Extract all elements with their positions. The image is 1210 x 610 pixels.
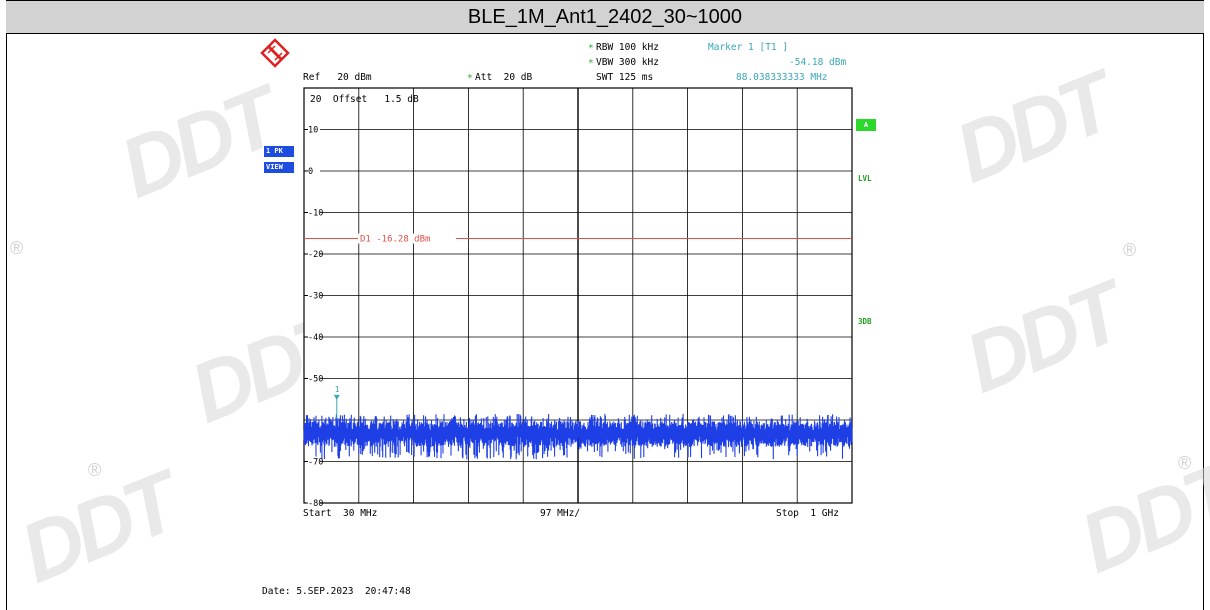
marker-level: -54.18 dBm <box>789 57 847 68</box>
y-tick-label: -40 <box>308 333 323 343</box>
trace-view-indicator: VIEW <box>264 162 294 173</box>
y-tick-label-bg <box>306 332 320 341</box>
y-tick-label: -30 <box>308 292 323 302</box>
sweep-time: SWT 125 ms <box>596 72 654 83</box>
title-bar: BLE_1M_Ant1_2402_30~1000 <box>6 1 1204 34</box>
table-top-border <box>6 0 1204 1</box>
y-tick-label-bg <box>306 249 320 258</box>
y-tick-label: -10 <box>308 209 323 219</box>
capture-date: Date: 5.SEP.2023 20:47:48 <box>262 586 411 597</box>
watermark-registered-mark: ® <box>10 238 24 258</box>
watermark-registered-mark: ® <box>88 460 102 480</box>
y-tick-label-bg <box>306 456 320 466</box>
y-tick-label-bg <box>306 166 320 175</box>
y-tick-label: -70 <box>308 458 323 468</box>
y-tick-label-bg <box>306 124 320 134</box>
attenuation: Att 20 dB <box>475 72 533 83</box>
watermark-registered-mark: ® <box>1123 240 1137 260</box>
page-title: BLE_1M_Ant1_2402_30~1000 <box>467 6 743 28</box>
y-tick-label-bg <box>306 498 320 507</box>
y-tick-label: -80 <box>308 499 323 509</box>
span-per-division: 97 MHz/ <box>540 508 581 519</box>
rbw-setting: RBW 100 kHz <box>596 42 659 53</box>
table-right-border <box>1203 0 1204 610</box>
watermark-registered-mark: ® <box>1178 453 1192 473</box>
offset-label: 20 Offset 1.5 dB <box>310 94 419 105</box>
y-tick-label: -50 <box>308 375 323 385</box>
level-indicator: LVL <box>858 174 872 183</box>
y-tick-label-bg <box>306 290 320 300</box>
y-tick-label-bg <box>306 373 320 383</box>
y-tick-label: 0 <box>308 167 313 177</box>
table-left-border <box>6 0 7 610</box>
vbw-coupled-star: * <box>588 58 594 69</box>
y-tick-label: 10 <box>308 126 318 136</box>
rohde-schwarz-logo-icon <box>260 38 290 68</box>
marker-number-label: 1 <box>335 385 340 394</box>
vbw-setting: VBW 300 kHz <box>596 57 659 68</box>
display-line-label: D1 -16.28 dBm <box>360 235 430 245</box>
stop-frequency: Stop 1 GHz <box>776 508 839 519</box>
display-line-label-bg <box>358 233 456 244</box>
ref-level: Ref 20 dBm <box>303 72 372 83</box>
spectrum-trace <box>303 413 853 460</box>
att-coupled-star: * <box>467 73 473 84</box>
rbw-coupled-star: * <box>588 43 594 54</box>
marker-title: Marker 1 [T1 ] <box>708 42 789 53</box>
trace-pk-indicator: 1 PK <box>264 146 294 157</box>
y-tick-label-bg <box>306 207 320 217</box>
trace-a-indicator: A <box>856 119 876 131</box>
start-frequency: Start 30 MHz <box>303 508 378 519</box>
marker-triangle-icon <box>333 394 340 400</box>
y-tick-label: -20 <box>308 250 323 260</box>
3db-indicator: 3DB <box>858 317 872 326</box>
marker-frequency: 88.038333333 MHz <box>736 72 828 83</box>
